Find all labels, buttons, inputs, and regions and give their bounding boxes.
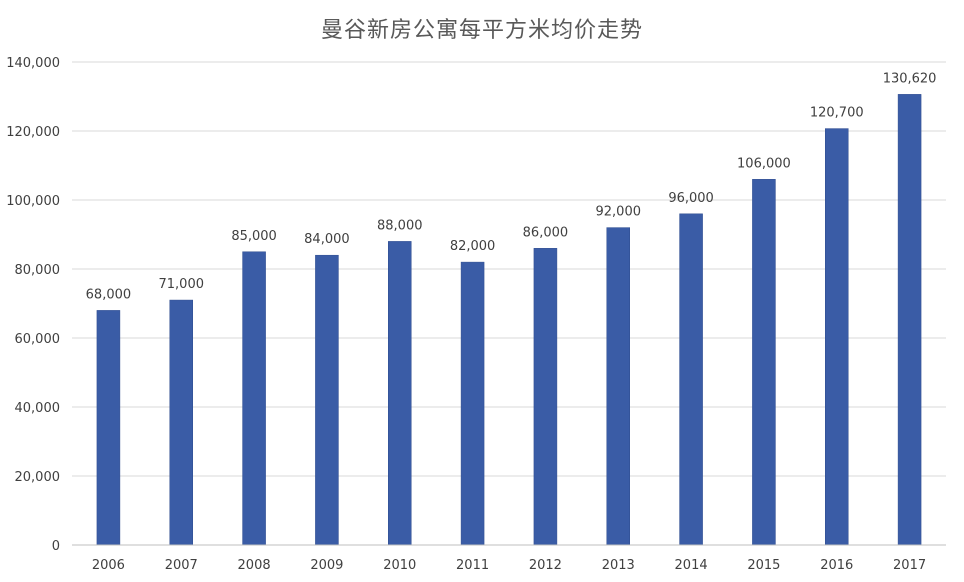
x-tick-label: 2017 [893, 558, 926, 573]
bar-data-label: 88,000 [377, 218, 423, 233]
x-tick-label: 2013 [602, 558, 635, 573]
bar-data-label: 68,000 [86, 287, 132, 302]
x-tick-label: 2006 [92, 558, 125, 573]
y-axis-tick-labels: 0 20,000 40,000 60,000 80,000 100,000 120,000 1… [6, 56, 60, 554]
bar-data-label: 120,700 [810, 106, 864, 121]
x-tick-label: 2011 [456, 558, 489, 573]
bar-data-label: 96,000 [668, 191, 714, 206]
y-tick-label: 140,000 [6, 56, 60, 71]
x-tick-label: 2015 [747, 558, 780, 573]
chart-title: 曼谷新房公寓每平方米均价走势 [320, 18, 643, 43]
bar [606, 227, 630, 546]
bar [897, 94, 922, 546]
bar-data-label: 92,000 [596, 205, 642, 220]
bar [388, 241, 412, 546]
bar [679, 213, 703, 546]
bar-data-label: 71,000 [159, 277, 205, 292]
y-tick-label: 20,000 [15, 470, 61, 485]
y-tick-label: 60,000 [15, 332, 61, 347]
x-tick-label: 2014 [675, 558, 708, 573]
data-labels: 68,000 71,000 85,000 84,000 88,000 82,000 86,0… [86, 71, 937, 302]
bar-data-label: 86,000 [523, 225, 569, 240]
bar-data-label: 82,000 [450, 239, 496, 254]
y-tick-label: 80,000 [15, 263, 61, 278]
bar-data-label: 130,620 [883, 71, 937, 86]
x-tick-label: 2007 [165, 558, 198, 573]
bar-data-label: 84,000 [304, 232, 350, 247]
x-axis-tick-labels: 2006 2007 2008 2009 2010 2011 2012 2013 2014 2015… [92, 558, 926, 573]
x-tick-label: 2008 [238, 558, 271, 573]
gridlines [72, 61, 946, 477]
y-tick-label: 120,000 [6, 125, 60, 140]
bar-data-label: 106,000 [737, 156, 791, 171]
bar [460, 261, 485, 546]
y-tick-label: 0 [52, 539, 60, 554]
x-tick-label: 2010 [383, 558, 416, 573]
x-tick-label: 2016 [820, 558, 853, 573]
bar [533, 248, 558, 546]
bar [315, 254, 339, 546]
y-tick-label: 100,000 [6, 194, 60, 209]
bar [242, 251, 266, 546]
bars [96, 94, 922, 546]
bar [169, 299, 193, 546]
bar [752, 179, 776, 546]
bar [96, 310, 121, 546]
x-tick-label: 2009 [310, 558, 343, 573]
bar [825, 128, 849, 546]
y-tick-label: 40,000 [15, 401, 61, 416]
bar-data-label: 85,000 [231, 229, 277, 244]
x-tick-label: 2012 [529, 558, 562, 573]
